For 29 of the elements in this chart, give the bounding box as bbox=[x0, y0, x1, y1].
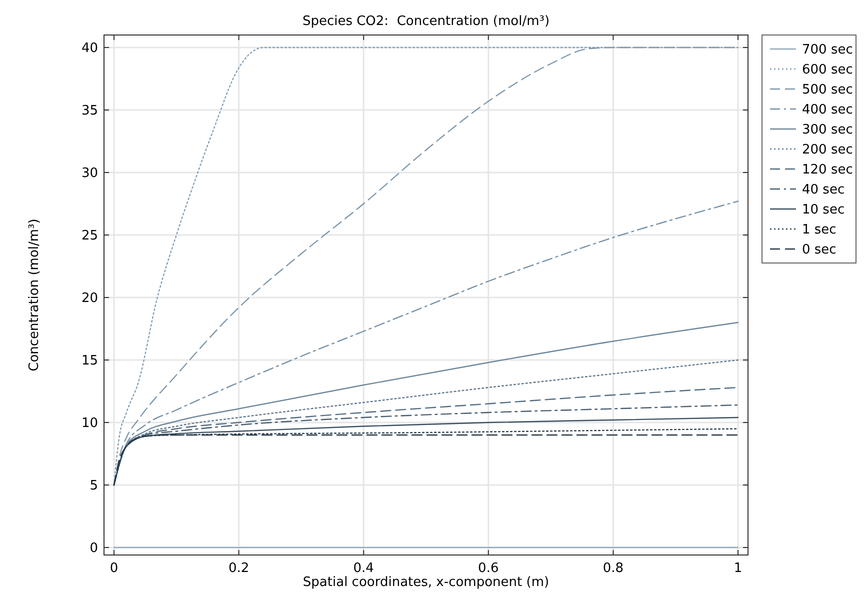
x-tick-label: 0 bbox=[110, 561, 118, 576]
legend-label: 1 sec bbox=[802, 222, 836, 238]
legend-label: 300 sec bbox=[802, 122, 853, 138]
legend-label: 500 sec bbox=[802, 82, 853, 98]
x-tick-label: 0.2 bbox=[228, 561, 250, 576]
x-tick-label: 0.8 bbox=[602, 561, 624, 576]
y-axis-title: Concentration (mol/m³) bbox=[27, 218, 42, 372]
legend-label: 0 sec bbox=[802, 242, 836, 258]
y-tick-label: 5 bbox=[90, 478, 98, 494]
y-tick-label: 25 bbox=[81, 228, 98, 244]
legend-label: 40 sec bbox=[802, 182, 845, 198]
x-axis-title: Spatial coordinates, x-component (m) bbox=[302, 575, 550, 590]
legend-label: 120 sec bbox=[802, 162, 853, 178]
y-tick-label: 10 bbox=[81, 416, 98, 431]
y-tick-label: 40 bbox=[81, 41, 98, 56]
chart-title: Species CO2: Concentration (mol/m³) bbox=[302, 14, 550, 29]
x-tick-label: 1 bbox=[734, 561, 742, 576]
y-tick-label: 30 bbox=[81, 166, 98, 181]
legend-label: 600 sec bbox=[802, 62, 853, 78]
y-tick-label: 15 bbox=[81, 354, 98, 368]
legend-label: 200 sec bbox=[802, 142, 853, 158]
legend-label: 400 sec bbox=[802, 102, 853, 118]
y-tick-label: 20 bbox=[81, 291, 98, 306]
x-tick-label: 0.6 bbox=[478, 561, 499, 576]
legend-label: 10 sec bbox=[802, 202, 845, 218]
y-tick-label: 35 bbox=[81, 104, 98, 118]
legend-label: 700 sec bbox=[802, 42, 853, 58]
x-tick-label: 0.4 bbox=[353, 561, 374, 576]
y-tick-label: 0 bbox=[90, 541, 98, 556]
